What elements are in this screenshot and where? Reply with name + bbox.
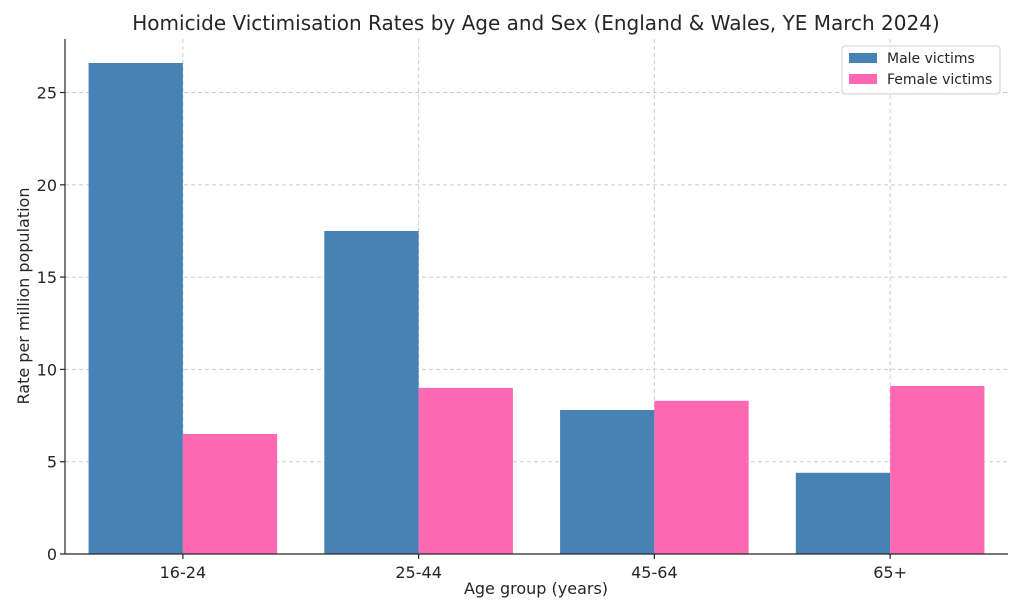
y-axis-label: Rate per million population: [14, 188, 33, 405]
y-ticks: 0 5 10 15 20 25: [37, 84, 65, 564]
male-bar-65+: [795, 472, 891, 554]
y-tick-label: 10: [37, 360, 57, 379]
legend-swatch-female: [849, 74, 877, 84]
bars: [88, 62, 985, 555]
legend-label-male: Male victims: [887, 51, 975, 67]
y-tick-label: 5: [47, 453, 57, 472]
female-bar-25-44: [418, 387, 513, 554]
chart-title: Homicide Victimisation Rates by Age and …: [132, 11, 939, 35]
y-tick-label: 0: [47, 545, 57, 564]
legend-label-female: Female victims: [887, 72, 992, 88]
male-bar-16-24: [88, 62, 183, 555]
legend: Male victims Female victims: [841, 45, 1001, 95]
x-tick-label: 25-44: [395, 563, 442, 582]
female-bar-65+: [890, 386, 985, 554]
male-bar-25-44: [324, 230, 419, 555]
x-ticks: 16-24 25-44 45-64 65+: [160, 554, 907, 582]
x-axis-label: Age group (years): [464, 579, 608, 598]
y-tick-label: 25: [37, 84, 57, 103]
x-tick-label: 16-24: [160, 563, 207, 582]
axes: [64, 39, 1008, 555]
legend-box: [841, 45, 1001, 95]
y-tick-label: 20: [37, 176, 57, 195]
y-tick-label: 15: [37, 268, 57, 287]
male-bar-45-64: [560, 410, 655, 554]
x-tick-label: 45-64: [631, 563, 678, 582]
female-bar-16-24: [182, 434, 278, 554]
legend-swatch-male: [849, 53, 877, 63]
x-tick-label: 65+: [873, 563, 907, 582]
female-bar-45-64: [654, 400, 749, 554]
